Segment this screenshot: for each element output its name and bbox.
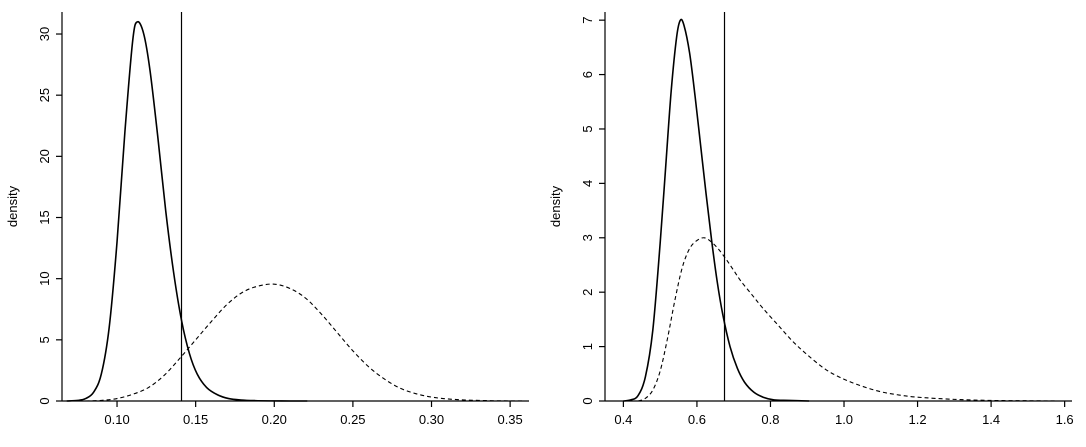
density-plot-left: 0.10 0.15 0.20 0.25 0.30 0.35 0 5 10 15 20 25 30 dens… [5, 12, 529, 427]
x-tick-label: 0.30 [419, 412, 444, 427]
x-tick-label: 0.20 [262, 412, 287, 427]
y-tick-label: 0 [37, 397, 52, 404]
solid-density-curve [66, 20, 308, 402]
x-tick-label: 1.0 [835, 412, 853, 427]
x-tick-label: 0.6 [688, 412, 706, 427]
y-tick-label: 2 [580, 289, 595, 296]
y-tick-label: 10 [37, 271, 52, 285]
y-tick-label: 3 [580, 234, 595, 241]
x-tick-label: 1.2 [909, 412, 927, 427]
y-tick-label: 7 [580, 17, 595, 24]
x-tick-label: 0.4 [614, 412, 632, 427]
x-tick-label: 0.8 [761, 412, 779, 427]
dashed-density-curve [637, 237, 1058, 402]
density-plot-right: 0.4 0.6 0.8 1.0 1.2 1.4 1.6 0 1 2 3 4 5 6 7 density [543, 0, 1086, 447]
y-tick-label: 0 [580, 397, 595, 404]
y-tick-label: 25 [37, 88, 52, 102]
y-tick-label: 1 [580, 343, 595, 350]
density-plot-left-svg: 0.10 0.15 0.20 0.25 0.30 0.35 0 5 10 15 20 25 30 dens… [5, 12, 529, 427]
y-tick-label: 6 [580, 71, 595, 78]
y-tick-label: 5 [37, 336, 52, 343]
x-tick-label: 0.15 [183, 412, 208, 427]
y-tick-label: 30 [37, 27, 52, 41]
y-tick-label: 15 [37, 210, 52, 224]
y-tick-label: 4 [580, 180, 595, 187]
x-tick-label: 1.4 [982, 412, 1000, 427]
x-tick-label: 1.6 [1056, 412, 1074, 427]
x-tick-label: 0.25 [340, 412, 365, 427]
density-plot-right-svg: 0.4 0.6 0.8 1.0 1.2 1.4 1.6 0 1 2 3 4 5 6 7 density [548, 12, 1074, 427]
y-axis-title: density [548, 185, 563, 227]
x-tick-label: 0.10 [104, 412, 129, 427]
x-tick-label: 0.35 [497, 412, 522, 427]
y-axis-title: density [5, 185, 20, 227]
y-tick-label: 20 [37, 149, 52, 163]
solid-density-curve [623, 18, 810, 402]
dashed-density-curve [85, 283, 526, 402]
y-tick-label: 5 [580, 125, 595, 132]
